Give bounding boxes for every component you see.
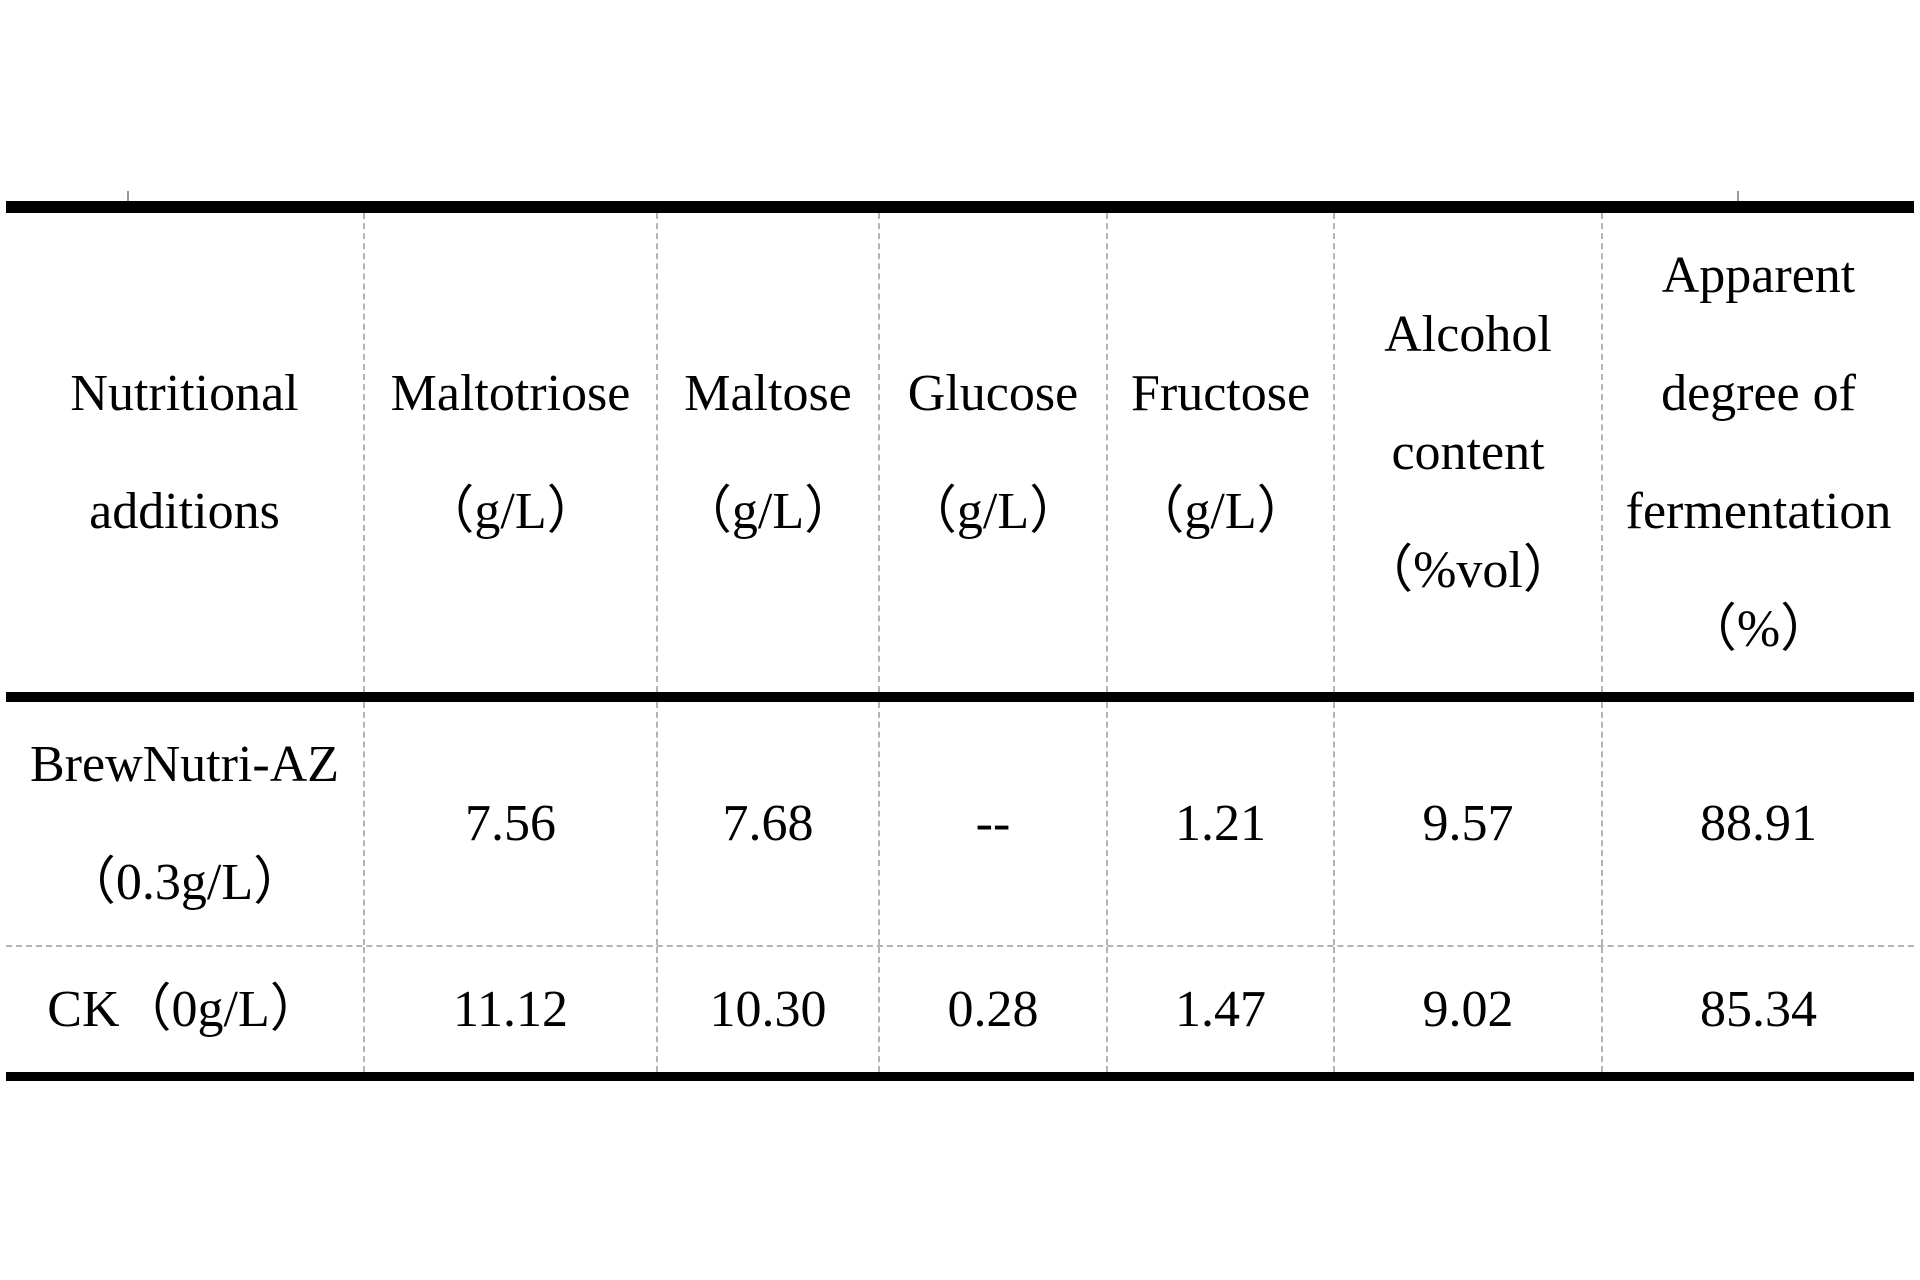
- header-text: （g/L）: [679, 482, 857, 540]
- cell-alcohol-value: 9.57: [1333, 702, 1601, 945]
- cell-value: 1.47: [1175, 980, 1266, 1038]
- cell-value: 11.12: [452, 980, 569, 1038]
- header-text: Glucose: [907, 364, 1079, 422]
- cell-value: 88.91: [1700, 794, 1817, 852]
- cell-glucose-value: --: [878, 702, 1106, 945]
- row-label-cell: CK（0g/L）: [6, 947, 363, 1072]
- fermentation-results-table: Nutritional additions Maltotriose （g/L） …: [6, 201, 1914, 1081]
- table-header-row: Nutritional additions Maltotriose （g/L） …: [6, 213, 1914, 702]
- cell-value: --: [975, 794, 1011, 852]
- header-text: （g/L）: [904, 482, 1082, 540]
- header-text: degree of: [1661, 364, 1856, 422]
- header-text: Alcohol: [1384, 305, 1552, 363]
- row-label-text: BrewNutri-AZ: [29, 735, 340, 793]
- table-row-ck: CK（0g/L） 11.12 10.30 0.28 1.47 9.02 85.3…: [6, 947, 1914, 1072]
- cell-maltose-value: 10.30: [656, 947, 878, 1072]
- cell-fructose-value: 1.47: [1106, 947, 1333, 1072]
- header-cell-apparent-degree: Apparent degree of fermentation （%）: [1601, 213, 1914, 692]
- header-cell-maltose: Maltose （g/L）: [656, 213, 878, 692]
- header-text: Fructose: [1130, 364, 1311, 422]
- cell-glucose-value: 0.28: [878, 947, 1106, 1072]
- cell-value: 0.28: [947, 980, 1039, 1038]
- cell-value: 10.30: [709, 980, 827, 1038]
- header-cell-nutritional-additions: Nutritional additions: [6, 213, 363, 692]
- header-text: Nutritional: [70, 364, 299, 422]
- cell-alcohol-value: 9.02: [1333, 947, 1601, 1072]
- header-cell-glucose: Glucose （g/L）: [878, 213, 1106, 692]
- cell-fermentation-value: 85.34: [1601, 947, 1914, 1072]
- row-label-cell: BrewNutri-AZ （0.3g/L）: [6, 702, 363, 945]
- cell-fermentation-value: 88.91: [1601, 702, 1914, 945]
- header-text: additions: [89, 482, 280, 540]
- gridline-tick-artifact: [1737, 191, 1739, 201]
- cell-maltotriose-value: 7.56: [363, 702, 656, 945]
- cell-maltotriose-value: 11.12: [363, 947, 656, 1072]
- header-text: Maltose: [684, 364, 852, 422]
- row-label-text: （0.3g/L）: [63, 853, 306, 911]
- header-text: （%）: [1684, 600, 1833, 658]
- header-text: （%vol）: [1361, 541, 1575, 599]
- cell-value: 7.56: [465, 794, 556, 852]
- cell-value: 7.68: [722, 794, 814, 852]
- cell-value: 85.34: [1700, 980, 1817, 1038]
- cell-value: 1.21: [1175, 794, 1266, 852]
- header-text: （g/L）: [1132, 482, 1309, 540]
- header-text: Apparent: [1661, 246, 1856, 304]
- header-cell-fructose: Fructose （g/L）: [1106, 213, 1333, 692]
- cell-fructose-value: 1.21: [1106, 702, 1333, 945]
- header-text: content: [1391, 423, 1545, 481]
- table-row-brewnutri-az: BrewNutri-AZ （0.3g/L） 7.56 7.68 -- 1.21 …: [6, 702, 1914, 947]
- gridline-tick-artifact: [127, 191, 129, 201]
- row-label-text: CK（0g/L）: [47, 980, 322, 1038]
- header-cell-maltotriose: Maltotriose （g/L）: [363, 213, 656, 692]
- header-text: fermentation: [1625, 482, 1892, 540]
- header-text: Maltotriose: [390, 364, 631, 422]
- header-text: （g/L）: [422, 482, 599, 540]
- cell-maltose-value: 7.68: [656, 702, 878, 945]
- cell-value: 9.57: [1422, 794, 1514, 852]
- cell-value: 9.02: [1422, 980, 1514, 1038]
- header-cell-alcohol-content: Alcohol content （%vol）: [1333, 213, 1601, 692]
